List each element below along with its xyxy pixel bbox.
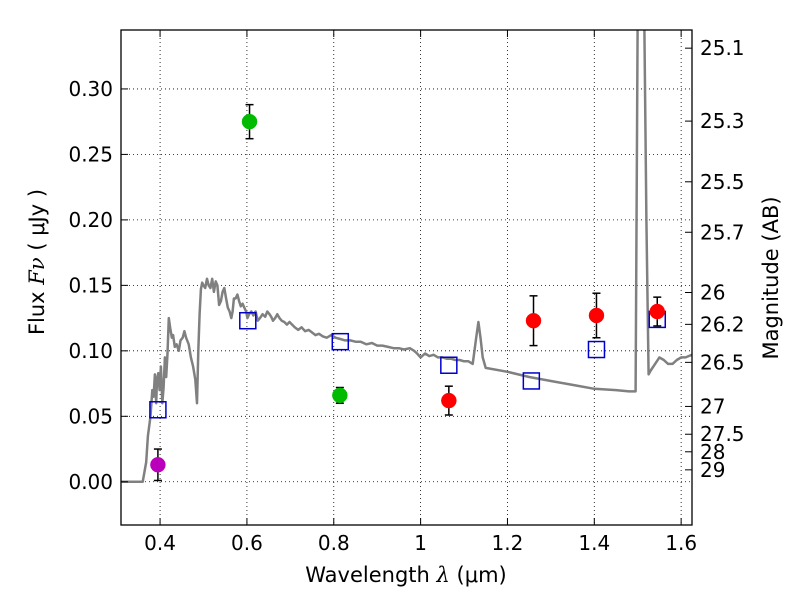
data-area [121, 30, 692, 484]
x-axis-label: Wavelength λ (μm) [305, 563, 506, 587]
x-tick-label: 1.2 [492, 531, 524, 555]
observed-point [588, 307, 605, 324]
y-tick-label: 0.10 [68, 339, 113, 363]
mag-tick-label: 28 [700, 440, 725, 464]
mag-tick-label: 26 [700, 281, 725, 305]
mag-tick-label: 25.3 [700, 109, 745, 133]
y-tick-label: 0.00 [68, 470, 113, 494]
y-tick-label: 0.30 [68, 77, 113, 101]
y-tick-label: 0.20 [68, 208, 113, 232]
y-tick-label: 0.05 [68, 404, 113, 428]
model-photometry-square [331, 332, 350, 351]
plot-frame [120, 29, 693, 526]
model-photometry-square [239, 311, 257, 330]
mag-tick-label: 25.7 [700, 220, 745, 244]
x-tick-label: 1 [414, 531, 427, 555]
model-photometry-square [587, 340, 606, 359]
model-photometry-square [522, 372, 541, 390]
x-tick-label: 0.8 [318, 531, 350, 555]
model-photometry-square [440, 356, 458, 374]
x-tick-label: 0.6 [231, 531, 263, 555]
y-tick-label: 0.15 [68, 273, 113, 297]
mag-tick-label: 25.5 [700, 170, 745, 194]
observed-point [441, 392, 457, 409]
x-tick-label: 1.4 [578, 531, 610, 555]
y-tick-label: 0.25 [68, 142, 113, 166]
mag-tick-label: 25.1 [700, 36, 745, 60]
mag-tick-label: 29 [700, 458, 725, 482]
model-photometry-square [149, 401, 167, 419]
observed-point [150, 457, 166, 473]
x-tick-label: 0.4 [144, 531, 176, 555]
grid-lines [121, 30, 692, 525]
x-tick-label: 1.6 [665, 531, 697, 555]
mag-tick-label: 27 [700, 394, 725, 418]
observed-point [649, 303, 666, 320]
y-axis-label: Flux Fν ( μJy ) [25, 189, 49, 335]
observed-point [332, 387, 348, 404]
model-sed-line [121, 30, 692, 484]
y2-axis-label: Magnitude (AB) [759, 196, 783, 359]
observed-point [525, 312, 542, 329]
observed-point [241, 113, 258, 130]
mag-tick-label: 26.5 [700, 350, 745, 374]
axis-ticks: 0.4 0.6 0.8 1 1.2 1.4 1.6 0.00 0.05 0.10 0.15 0.20 0… [68, 30, 745, 555]
mag-tick-label: 26.2 [700, 312, 745, 336]
mag-tick-label: 27.5 [700, 422, 745, 446]
